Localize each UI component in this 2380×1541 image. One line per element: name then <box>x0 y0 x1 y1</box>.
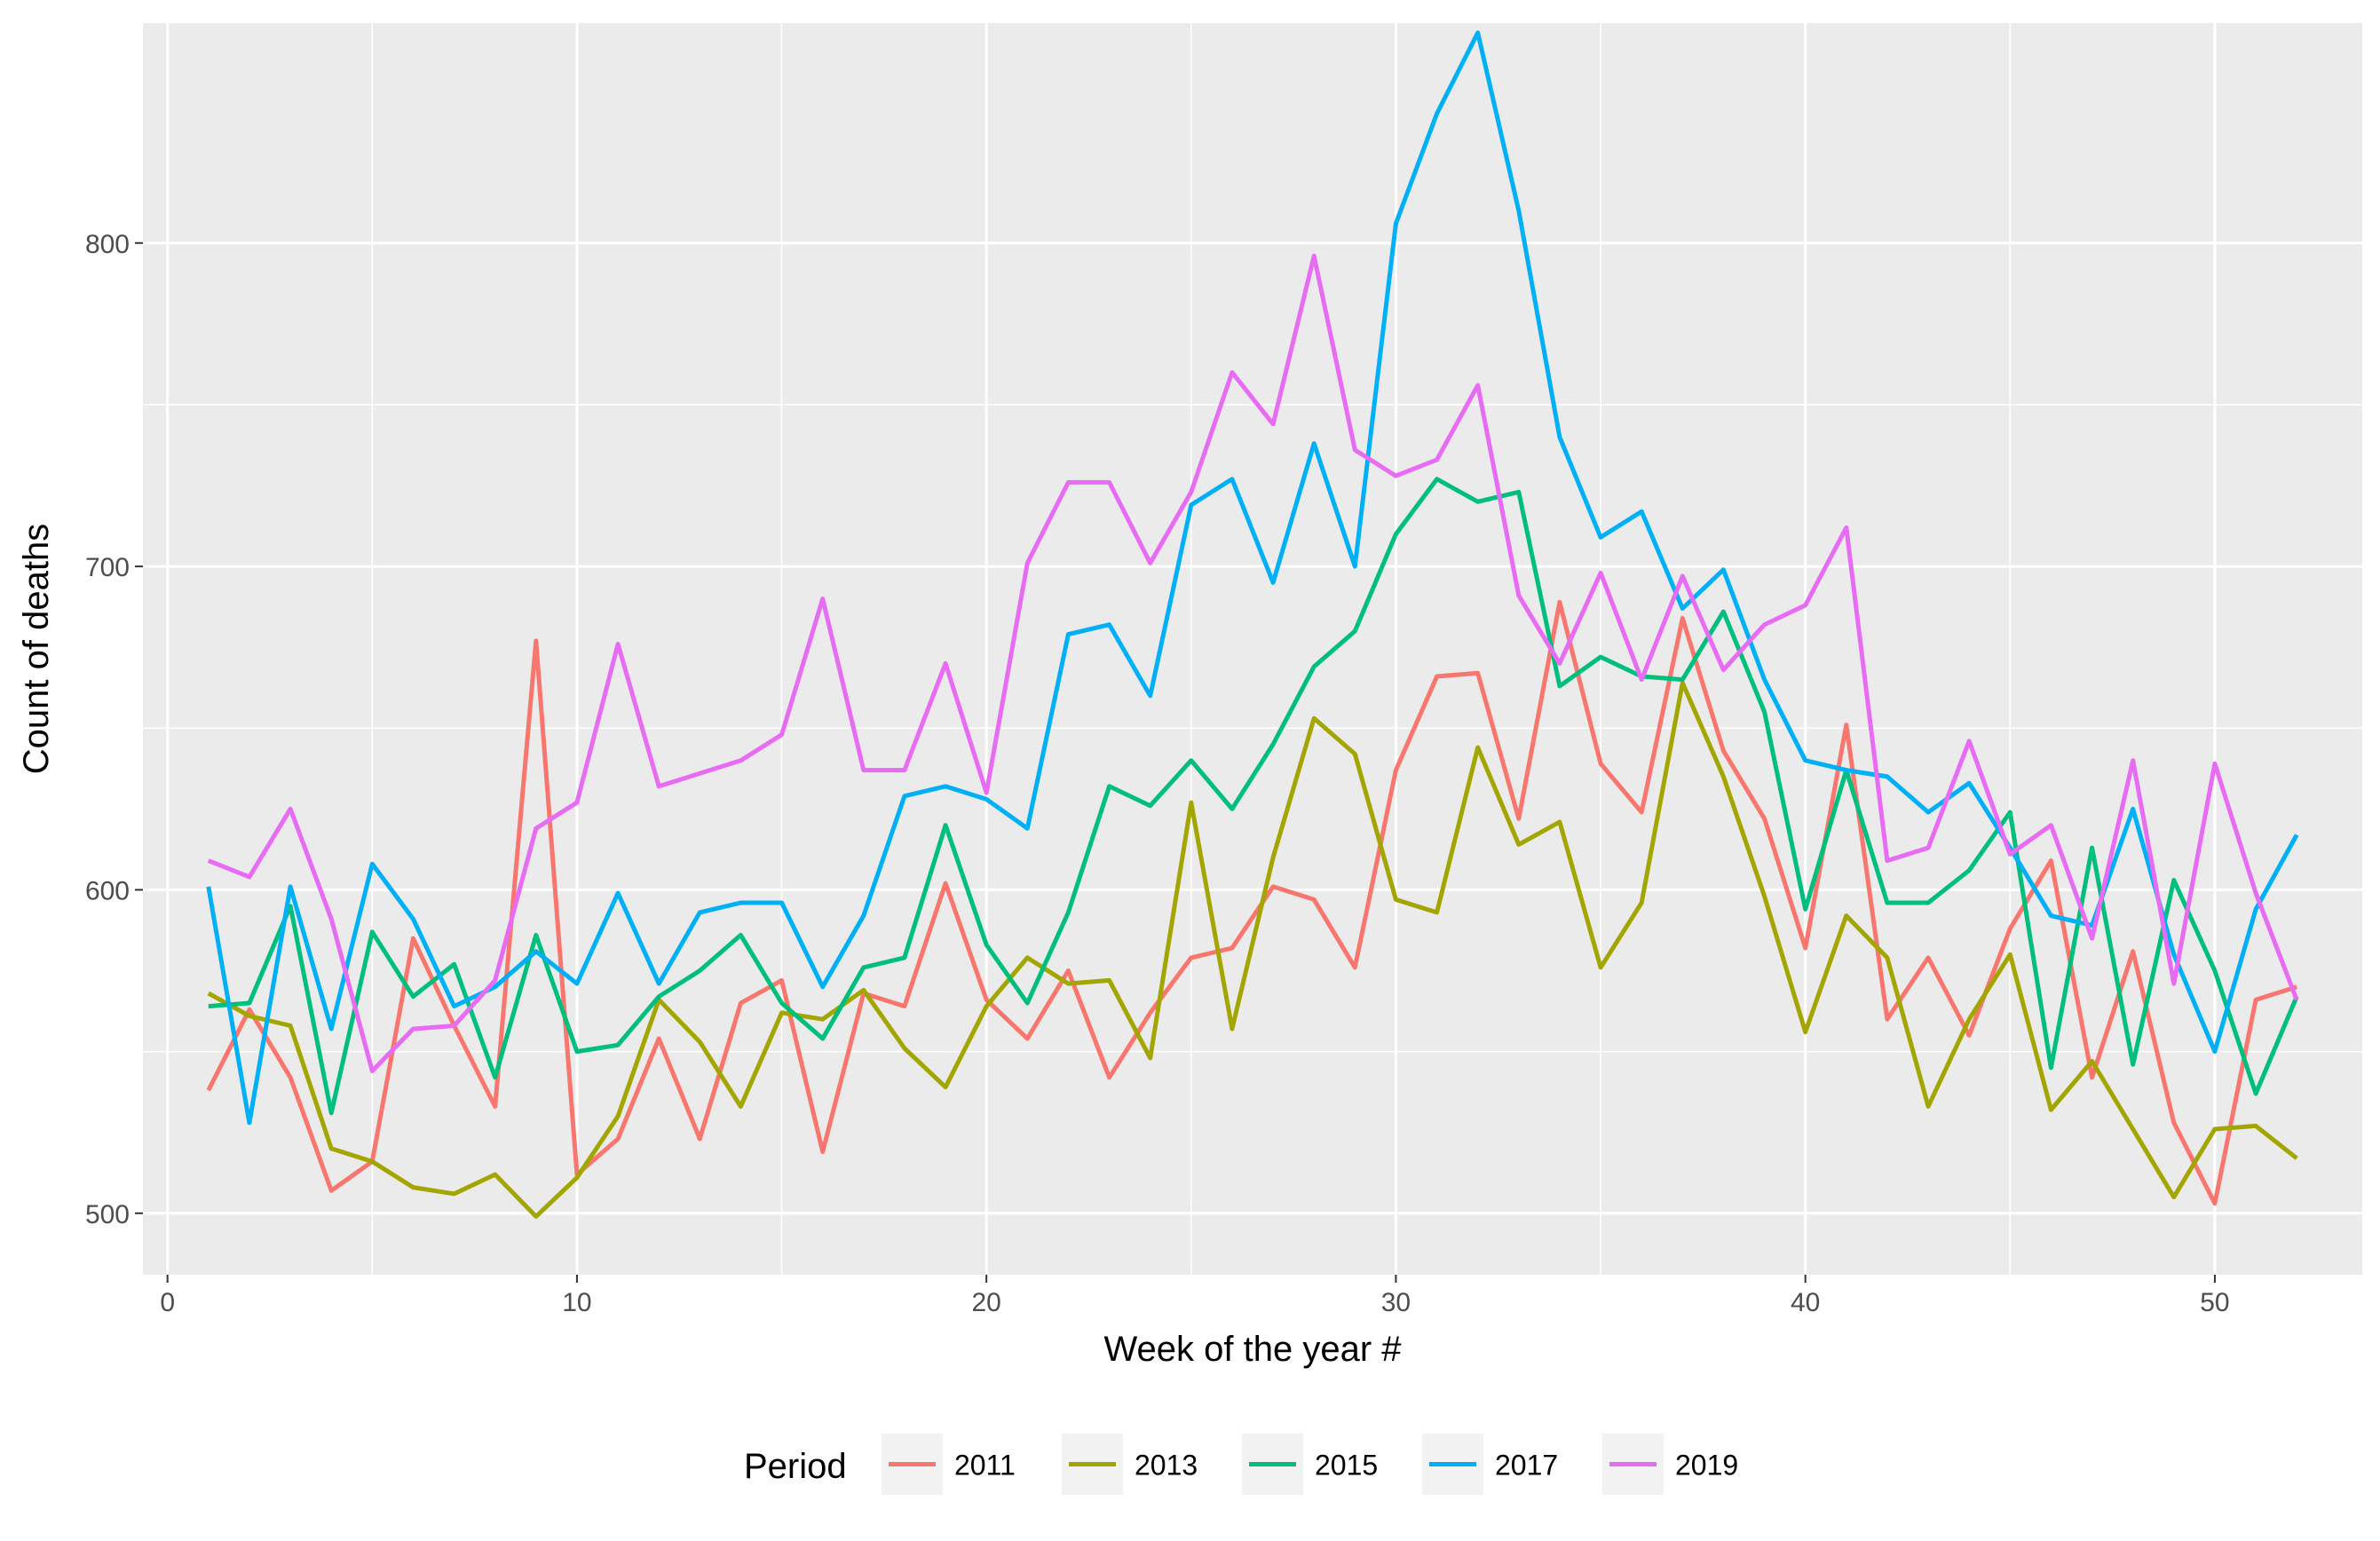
legend-label: 2015 <box>1315 1450 1378 1482</box>
legend-label: 2017 <box>1495 1450 1558 1482</box>
legend-item-2017: 2017 <box>1422 1434 1558 1495</box>
legend: Period 2011 2013 2015 2017 2019 <box>744 1434 1738 1495</box>
x-tick-label: 20 <box>971 1288 1000 1317</box>
grid-minor <box>143 23 2362 1275</box>
legend-title: Period <box>744 1447 847 1486</box>
series-lines <box>206 30 2299 1219</box>
x-tick-label: 40 <box>1791 1288 1820 1317</box>
series-line-2011 <box>206 599 2297 1206</box>
series-line-2019 <box>207 253 2299 1073</box>
y-tick-label: 500 <box>85 1200 130 1229</box>
y-tick-label: 800 <box>85 230 130 259</box>
y-tick-label: 700 <box>85 553 130 582</box>
x-tick-label: 30 <box>1381 1288 1411 1317</box>
x-tick-label: 50 <box>2200 1288 2229 1317</box>
x-tick-label: 10 <box>562 1288 591 1317</box>
axis-ticks <box>135 241 2216 1283</box>
legend-item-2019: 2019 <box>1602 1434 1738 1495</box>
x-axis-title: Week of the year # <box>1104 1330 1403 1369</box>
x-tick-label: 0 <box>160 1288 175 1317</box>
legend-item-2011: 2011 <box>882 1434 1016 1495</box>
legend-label: 2019 <box>1675 1450 1738 1482</box>
series-line-2013 <box>207 680 2298 1219</box>
x-tick-labels: 0 10 20 30 40 50 <box>160 1288 2229 1317</box>
y-axis-title: Count of deaths <box>17 524 56 774</box>
legend-items: 2011 2013 2015 2017 2019 <box>882 1434 1738 1495</box>
legend-item-2013: 2013 <box>1062 1434 1198 1495</box>
y-tick-label: 600 <box>85 876 130 905</box>
y-tick-labels: 500 600 700 800 <box>85 230 130 1229</box>
legend-label: 2011 <box>954 1450 1016 1482</box>
series-line-2015 <box>208 477 2299 1116</box>
panel-background <box>143 23 2362 1275</box>
legend-item-2015: 2015 <box>1242 1434 1378 1495</box>
legend-label: 2013 <box>1135 1450 1198 1482</box>
